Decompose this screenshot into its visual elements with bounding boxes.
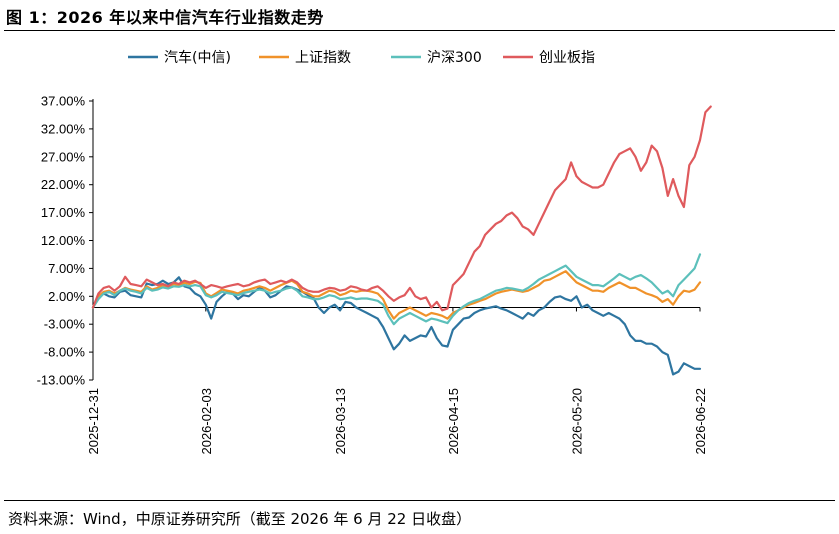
y-tick-label: 2.00% xyxy=(48,289,85,304)
y-tick-label: -8.00% xyxy=(44,345,86,360)
x-axis: 2025-12-31 2026-02-03 2026-03-13 2026-04-15… xyxy=(86,306,708,455)
y-tick-label: -3.00% xyxy=(44,317,86,332)
series-line-3 xyxy=(91,253,702,326)
x-tick-label: 2026-03-13 xyxy=(333,388,348,455)
x-tick-label: 2026-05-20 xyxy=(569,388,584,455)
series-line-1 xyxy=(91,276,702,376)
y-tick-label: 17.00% xyxy=(41,205,86,220)
series-line-4 xyxy=(91,105,712,312)
y-tick-label: 27.00% xyxy=(41,149,86,164)
top-rule xyxy=(4,30,835,31)
x-tick-label: 2026-02-03 xyxy=(199,388,214,455)
y-tick-label: 32.00% xyxy=(41,121,86,136)
legend-label-1: 汽车(中信) xyxy=(164,49,231,66)
y-axis: 37.00% 32.00% 27.00% 22.00% 17.00% 12.00% 7.00… xyxy=(37,94,94,388)
y-tick-label: 12.00% xyxy=(41,233,86,248)
x-tick-label: 2026-06-22 xyxy=(693,388,708,455)
y-tick-label: -13.00% xyxy=(37,373,86,388)
series-line-2 xyxy=(91,270,702,320)
bottom-rule xyxy=(4,500,835,501)
y-tick-label: 37.00% xyxy=(41,94,86,109)
y-tick-label: 22.00% xyxy=(41,177,86,192)
legend-label-2: 上证指数 xyxy=(295,50,351,66)
x-tick-label: 2026-04-15 xyxy=(446,388,461,455)
legend-label-3: 沪深300 xyxy=(427,50,482,66)
figure-title: 图 1：2026 年以来中信汽车行业指数走势 xyxy=(6,8,324,27)
x-tick-label: 2025-12-31 xyxy=(86,388,101,455)
legend-label-4: 创业板指 xyxy=(539,50,595,66)
source-note: 资料来源：Wind，中原证券研究所（截至 2026 年 6 月 22 日收盘） xyxy=(8,510,472,528)
series-group xyxy=(91,105,712,376)
legend: 汽车(中信) 上证指数 沪深300 创业板指 xyxy=(128,49,595,66)
y-tick-label: 7.00% xyxy=(48,261,85,276)
